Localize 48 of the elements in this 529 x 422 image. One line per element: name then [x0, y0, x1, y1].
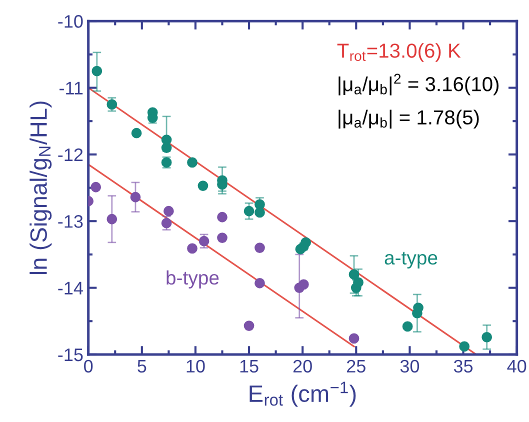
- point: [413, 302, 424, 313]
- annotation: T$_{rot}$=13.0(6) K: [337, 43, 461, 62]
- point: [254, 278, 265, 288]
- point: [163, 206, 174, 216]
- series-label: b-type: [166, 270, 219, 289]
- point: [348, 269, 360, 280]
- x-tick-label: 0: [84, 360, 93, 373]
- y-tick-label: -11: [60, 82, 83, 94]
- point: [161, 142, 172, 153]
- y-tick-label: -15: [58, 348, 83, 362]
- point: [254, 207, 265, 218]
- point: [92, 66, 102, 76]
- point: [131, 128, 142, 138]
- x-tick-label: 20: [293, 360, 312, 373]
- point: [353, 277, 364, 288]
- point: [300, 237, 311, 248]
- point: [90, 182, 102, 192]
- point: [106, 214, 118, 224]
- point: [244, 206, 254, 216]
- point: [244, 320, 254, 332]
- y-tick-label: -13: [58, 215, 83, 228]
- point: [217, 232, 228, 243]
- x-axis-title: E$_{rot}$ (cm$^{−1}$): [250, 382, 356, 407]
- point: [254, 242, 265, 253]
- annotation: |μ$_{a}$/μ$_{b}$| = 1.78(5): [338, 110, 479, 129]
- x-tick-label: 35: [454, 360, 473, 373]
- x-tick-label: 15: [240, 360, 258, 373]
- point: [187, 157, 198, 168]
- point: [459, 341, 470, 352]
- point: [130, 192, 141, 202]
- point: [198, 180, 208, 191]
- point: [402, 321, 413, 332]
- point: [482, 332, 492, 342]
- y-tick-label: -10: [58, 15, 83, 28]
- x-tick-label: 5: [138, 360, 146, 373]
- point: [187, 243, 198, 254]
- x-tick-label: 40: [507, 360, 526, 373]
- y-tick-label: -14: [58, 282, 83, 294]
- y-tick-label: -12: [58, 148, 83, 161]
- x-tick-label: 10: [186, 360, 205, 373]
- x-tick-label: 25: [347, 360, 366, 373]
- point: [217, 212, 228, 222]
- y-axis-title: ln (Signal/g$_{N}$/HL): [30, 102, 52, 274]
- annotation: |μ$_{a}$/μ$_{b}$|$^{2}$ = 3.16(10): [338, 74, 499, 96]
- x-tick-label: 30: [400, 360, 420, 373]
- point: [298, 279, 309, 290]
- point: [348, 333, 360, 344]
- series-label: a-type: [384, 252, 438, 268]
